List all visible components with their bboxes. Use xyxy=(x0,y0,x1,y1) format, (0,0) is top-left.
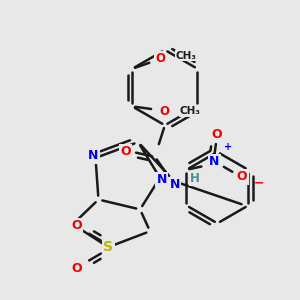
Text: O: O xyxy=(211,128,221,141)
Text: S: S xyxy=(103,240,113,254)
Text: O: O xyxy=(71,219,82,232)
Text: N: N xyxy=(88,149,99,162)
Text: N: N xyxy=(157,173,167,186)
Text: CH₃: CH₃ xyxy=(180,106,201,116)
Text: O: O xyxy=(159,105,169,118)
Text: CH₃: CH₃ xyxy=(176,51,197,61)
Text: O: O xyxy=(237,170,247,183)
Text: N: N xyxy=(169,178,180,191)
Text: +: + xyxy=(224,142,232,152)
Text: N: N xyxy=(209,155,219,168)
Text: H: H xyxy=(190,172,200,185)
Text: −: − xyxy=(254,176,264,189)
Text: O: O xyxy=(120,146,130,158)
Text: O: O xyxy=(71,262,82,275)
Text: O: O xyxy=(155,52,165,65)
